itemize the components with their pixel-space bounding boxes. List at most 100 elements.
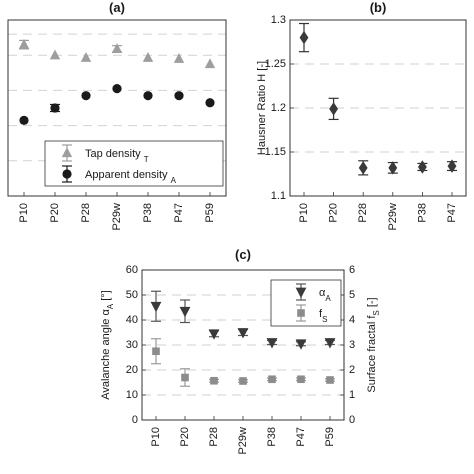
data-point (152, 347, 160, 356)
data-point (112, 84, 122, 94)
x-tick-label: P29w (237, 427, 249, 455)
x-tick-label: P38 (266, 427, 278, 447)
x-tick-label: P47 (295, 427, 307, 447)
data-point (268, 375, 276, 384)
data-point (329, 102, 339, 116)
data-point (19, 115, 29, 125)
legend-marker (62, 169, 72, 179)
y-tick-label-right: 1 (349, 389, 355, 401)
legend-label: αA (319, 287, 331, 303)
panel-c: (c) 0 10 20 30 40 50 60 0 1 2 3 4 5 6 Avalanche angle α… (100, 247, 381, 455)
x-tick-label: P20 (179, 427, 191, 447)
data-point (297, 375, 305, 384)
x-tick-label: P59 (204, 203, 216, 223)
y-tick-label-left: 10 (126, 389, 138, 401)
legend-label: Apparent density A (85, 169, 177, 185)
series (19, 84, 215, 125)
data-point (210, 376, 218, 385)
y-tick-label-left: 40 (126, 314, 138, 326)
x-tick-label: P59 (324, 427, 336, 447)
y-tick-label-left: 50 (126, 289, 138, 301)
legend-label: Tap density T (85, 148, 149, 164)
x-tick-label: P10 (298, 203, 310, 223)
y-tick-label: 1.1 (271, 190, 286, 202)
y-tick-label: 1.15 (265, 146, 286, 158)
data-point (388, 161, 398, 175)
panel-b: (b) 1.1 1.15 1.2 1.25 1.3 Hausner Ratio H [-] P… (256, 0, 467, 231)
x-tick-label: P10 (18, 203, 30, 223)
legend-marker (297, 309, 305, 317)
data-point (143, 91, 153, 101)
data-point (295, 339, 307, 350)
data-point (266, 338, 278, 349)
y-tick-label-right: 6 (349, 264, 355, 276)
data-point (299, 30, 309, 45)
y-tick-label-left: 60 (126, 264, 138, 276)
y-tick-label: 1.3 (271, 14, 286, 26)
x-tick-label: P29w (111, 203, 123, 231)
y-tick-label-right: 3 (349, 339, 355, 351)
data-point (81, 91, 91, 101)
series (299, 22, 457, 176)
data-point (324, 338, 336, 349)
data-point (50, 103, 60, 113)
y-axis-label: Hausner Ratio H [-] (256, 61, 268, 155)
x-tick-label: P38 (416, 203, 428, 223)
x-tick-label: P20 (328, 203, 340, 223)
legend-entry: αA (295, 283, 331, 303)
y-tick-label: 1.25 (265, 58, 286, 70)
y-tick-label-right: 0 (349, 414, 355, 426)
data-point (205, 98, 215, 108)
data-point (179, 306, 191, 318)
y-axis-label-left: Avalanche angle αA [°] (100, 290, 115, 399)
legend: αA fS (270, 279, 342, 327)
series (150, 290, 336, 350)
data-point (111, 43, 123, 54)
data-point (142, 51, 154, 62)
legend-box (270, 279, 342, 327)
data-point (80, 51, 92, 62)
x-tick-label: P28 (80, 203, 92, 223)
x-tick-label: P47 (173, 203, 185, 223)
data-point (447, 159, 457, 173)
legend-box (44, 140, 224, 187)
y-tick-label-right: 2 (349, 364, 355, 376)
data-point (417, 160, 427, 174)
data-point (358, 161, 368, 175)
y-tick-label: 1.2 (271, 102, 286, 114)
data-point (174, 91, 184, 101)
data-point (237, 328, 249, 339)
legend-marker (61, 147, 73, 158)
panel-a: (a) Tap density T Apparent density A P10 P20… (7, 0, 227, 231)
data-point (18, 38, 30, 49)
x-tick-label: P20 (49, 203, 61, 223)
data-point (326, 376, 334, 384)
y-tick-label-right: 5 (349, 289, 355, 301)
legend-marker (295, 287, 307, 298)
data-point (173, 53, 185, 63)
plot-frame (289, 19, 467, 197)
panel-label: (c) (235, 247, 251, 262)
legend-entry: Tap density T (61, 144, 149, 164)
panel-label: (b) (370, 0, 387, 15)
x-tick-label: P10 (150, 427, 162, 447)
y-tick-label-left: 0 (132, 414, 138, 426)
y-tick-label-right: 4 (349, 314, 355, 326)
x-tick-label: P28 (208, 427, 220, 447)
y-axis-label-right: Surface fractal fS [-] (366, 297, 381, 392)
data-point (239, 377, 247, 385)
data-point (150, 301, 162, 313)
series (18, 38, 216, 69)
legend-label: fS (319, 308, 327, 324)
data-point (181, 373, 189, 382)
series (151, 338, 335, 387)
legend-entry: Apparent density A (62, 165, 177, 185)
x-tick-label: P28 (357, 203, 369, 223)
panel-label: (a) (109, 0, 125, 15)
data-point (208, 329, 220, 340)
x-tick-label: P38 (142, 203, 154, 223)
data-point (49, 49, 61, 60)
y-tick-label-left: 30 (126, 339, 138, 351)
y-tick-label-left: 20 (126, 364, 138, 376)
